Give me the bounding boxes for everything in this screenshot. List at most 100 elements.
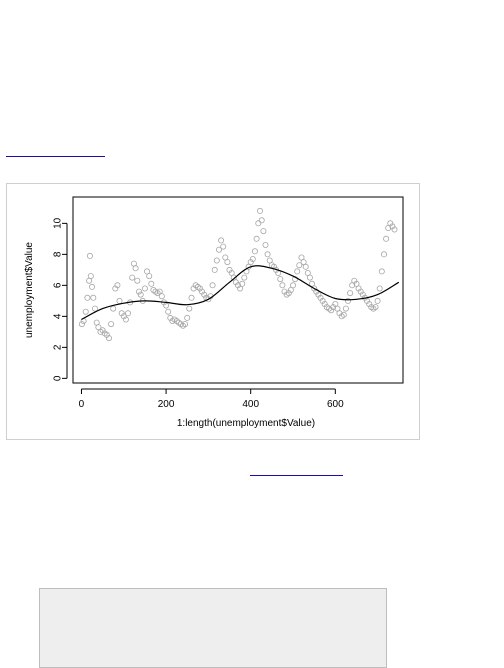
data-point <box>167 314 174 321</box>
data-point <box>319 297 326 304</box>
x-axis: 0 200 400 600 <box>79 388 344 410</box>
data-point <box>372 304 379 311</box>
data-point <box>82 308 89 315</box>
data-point <box>215 246 222 253</box>
y-tick-label: 6 <box>53 282 64 288</box>
data-point <box>279 282 286 289</box>
data-point <box>201 291 208 298</box>
data-point <box>383 235 390 242</box>
data-point <box>218 237 225 244</box>
data-point <box>391 226 398 233</box>
data-point <box>220 243 227 250</box>
data-point <box>122 316 129 323</box>
data-point <box>302 263 309 270</box>
data-point <box>277 276 284 283</box>
data-point <box>355 285 362 292</box>
data-point <box>114 282 121 289</box>
data-point <box>205 296 212 303</box>
data-point <box>99 327 106 334</box>
data-point <box>306 274 313 281</box>
data-point <box>374 297 381 304</box>
data-point <box>328 307 335 314</box>
data-point <box>158 293 165 300</box>
data-point <box>262 242 269 249</box>
chart-figure: 0 200 400 600 0 2 4 6 8 10 1:length(unemployment… <box>6 183 420 440</box>
data-point <box>247 259 254 266</box>
data-point <box>106 335 113 342</box>
x-tick-label: 200 <box>158 399 175 410</box>
data-point <box>184 314 191 321</box>
data-point <box>376 285 383 292</box>
data-point <box>186 305 193 312</box>
data-point <box>86 252 93 259</box>
data-point <box>118 310 125 317</box>
data-point <box>190 285 197 292</box>
data-point <box>294 268 301 275</box>
data-point <box>340 311 347 318</box>
data-point <box>344 297 351 304</box>
data-point <box>78 321 85 328</box>
data-point <box>125 310 132 317</box>
data-point <box>182 321 189 328</box>
data-point <box>359 291 366 298</box>
data-point <box>311 285 318 292</box>
data-point <box>264 251 271 258</box>
code-block <box>39 588 387 668</box>
data-point <box>347 290 354 297</box>
data-point <box>315 291 322 298</box>
data-point <box>134 277 141 284</box>
y-axis: 0 2 4 6 8 10 <box>53 217 68 381</box>
data-point <box>135 288 142 295</box>
data-point <box>110 305 117 312</box>
data-point <box>112 285 119 292</box>
y-tick-label: 2 <box>53 344 64 350</box>
data-point <box>389 223 396 230</box>
data-point <box>249 256 256 263</box>
data-point <box>234 282 241 289</box>
data-point <box>146 273 153 280</box>
data-point <box>116 297 123 304</box>
data-point <box>148 280 155 287</box>
y-tick-label: 0 <box>53 375 64 381</box>
plot-frame <box>72 196 404 384</box>
chart-svg: 0 200 400 600 0 2 4 6 8 10 1:length(unemployment… <box>24 196 404 429</box>
data-point <box>92 305 99 312</box>
data-point <box>108 321 115 328</box>
data-point <box>260 228 267 235</box>
data-point <box>251 248 258 255</box>
y-tick-label: 4 <box>53 313 64 319</box>
y-tick-label: 8 <box>53 251 64 257</box>
data-point <box>308 280 315 287</box>
data-point <box>196 285 203 292</box>
x-axis-label: 1:length(unemployment$Value) <box>177 418 315 429</box>
data-point <box>188 294 195 301</box>
data-point <box>317 294 324 301</box>
data-point <box>239 280 246 287</box>
data-point <box>357 288 364 295</box>
data-point <box>241 274 248 281</box>
data-point <box>143 268 150 275</box>
data-point <box>89 283 96 290</box>
data-point <box>84 294 91 301</box>
data-point <box>87 273 94 280</box>
smooth-line <box>81 265 400 321</box>
data-point <box>387 220 394 227</box>
data-point <box>253 235 260 242</box>
data-point <box>258 217 265 224</box>
data-point <box>90 294 97 301</box>
y-axis-label: unemployment$Value <box>24 242 35 338</box>
data-point <box>256 207 263 214</box>
data-point <box>378 268 385 275</box>
x-tick-label: 0 <box>79 399 85 410</box>
data-point <box>209 282 216 289</box>
data-point <box>141 285 148 292</box>
data-point <box>137 291 144 298</box>
data-point <box>120 313 127 320</box>
y-tick-label: 10 <box>53 217 64 229</box>
data-point <box>224 259 231 266</box>
hyperlink-bottom[interactable] <box>250 475 343 476</box>
data-point <box>165 308 172 315</box>
hyperlink-top[interactable] <box>6 156 105 157</box>
data-point <box>132 265 139 272</box>
data-point <box>380 251 387 258</box>
